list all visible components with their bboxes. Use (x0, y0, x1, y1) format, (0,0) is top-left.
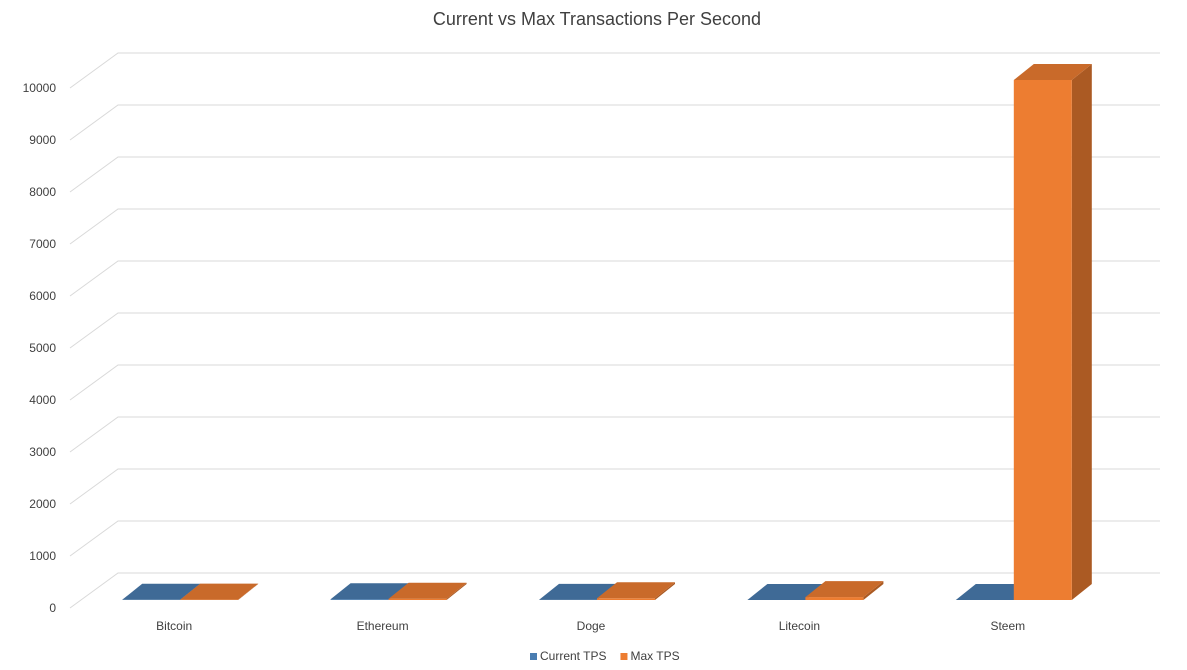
grid-line (69, 312, 1160, 349)
grid-line (69, 208, 1160, 245)
y-tick-label: 8000 (29, 185, 56, 199)
bar-top (597, 582, 675, 599)
bar-side (238, 583, 259, 600)
bar (180, 583, 259, 600)
y-tick-label: 7000 (29, 237, 56, 251)
x-tick-label: Litecoin (779, 619, 820, 633)
bar-top (747, 583, 826, 600)
bar-side (446, 582, 467, 600)
grid-line (69, 104, 1160, 141)
legend-swatch (530, 653, 537, 660)
grid-line (69, 156, 1160, 193)
bar-front (330, 599, 389, 600)
y-tick-label: 5000 (29, 341, 56, 355)
y-tick-label: 4000 (29, 393, 56, 407)
grid-line (69, 520, 1160, 557)
bar-top (1013, 64, 1092, 80)
grid-line (69, 52, 1160, 89)
bar-top (539, 583, 617, 600)
y-tick-label: 6000 (29, 289, 56, 303)
bar-front (1013, 80, 1072, 600)
y-tick-label: 3000 (29, 445, 56, 459)
grid-line (69, 416, 1160, 453)
grid-line (69, 468, 1160, 505)
legend-label: Current TPS (540, 649, 606, 663)
x-tick-label: Doge (577, 619, 606, 633)
bar-side (655, 582, 675, 600)
bar (805, 581, 884, 600)
bar-top (122, 583, 201, 600)
grid-line (69, 364, 1160, 401)
x-tick-label: Bitcoin (156, 619, 192, 633)
bar-top (180, 583, 259, 600)
bar-top (330, 583, 409, 600)
bar-front (597, 598, 655, 600)
x-tick-label: Steem (990, 619, 1025, 633)
y-tick-label: 1000 (29, 549, 56, 563)
bar-top (805, 581, 884, 598)
legend-label: Max TPS (630, 649, 679, 663)
y-tick-label: 2000 (29, 497, 56, 511)
y-tick-label: 10000 (23, 81, 57, 95)
grid-line (69, 572, 1160, 609)
y-tick-label: 0 (49, 601, 56, 615)
bar-front (805, 597, 864, 600)
bar (1013, 64, 1092, 600)
grid-line (69, 260, 1160, 297)
bar-front (388, 598, 447, 600)
y-tick-label: 9000 (29, 133, 56, 147)
bar-side (863, 581, 884, 600)
bar-side (1071, 64, 1092, 600)
bar (597, 582, 675, 600)
bar-top (388, 582, 467, 599)
bar (388, 582, 467, 600)
x-tick-label: Ethereum (357, 619, 409, 633)
chart-title: Current vs Max Transactions Per Second (433, 9, 761, 29)
legend-swatch (620, 653, 628, 660)
